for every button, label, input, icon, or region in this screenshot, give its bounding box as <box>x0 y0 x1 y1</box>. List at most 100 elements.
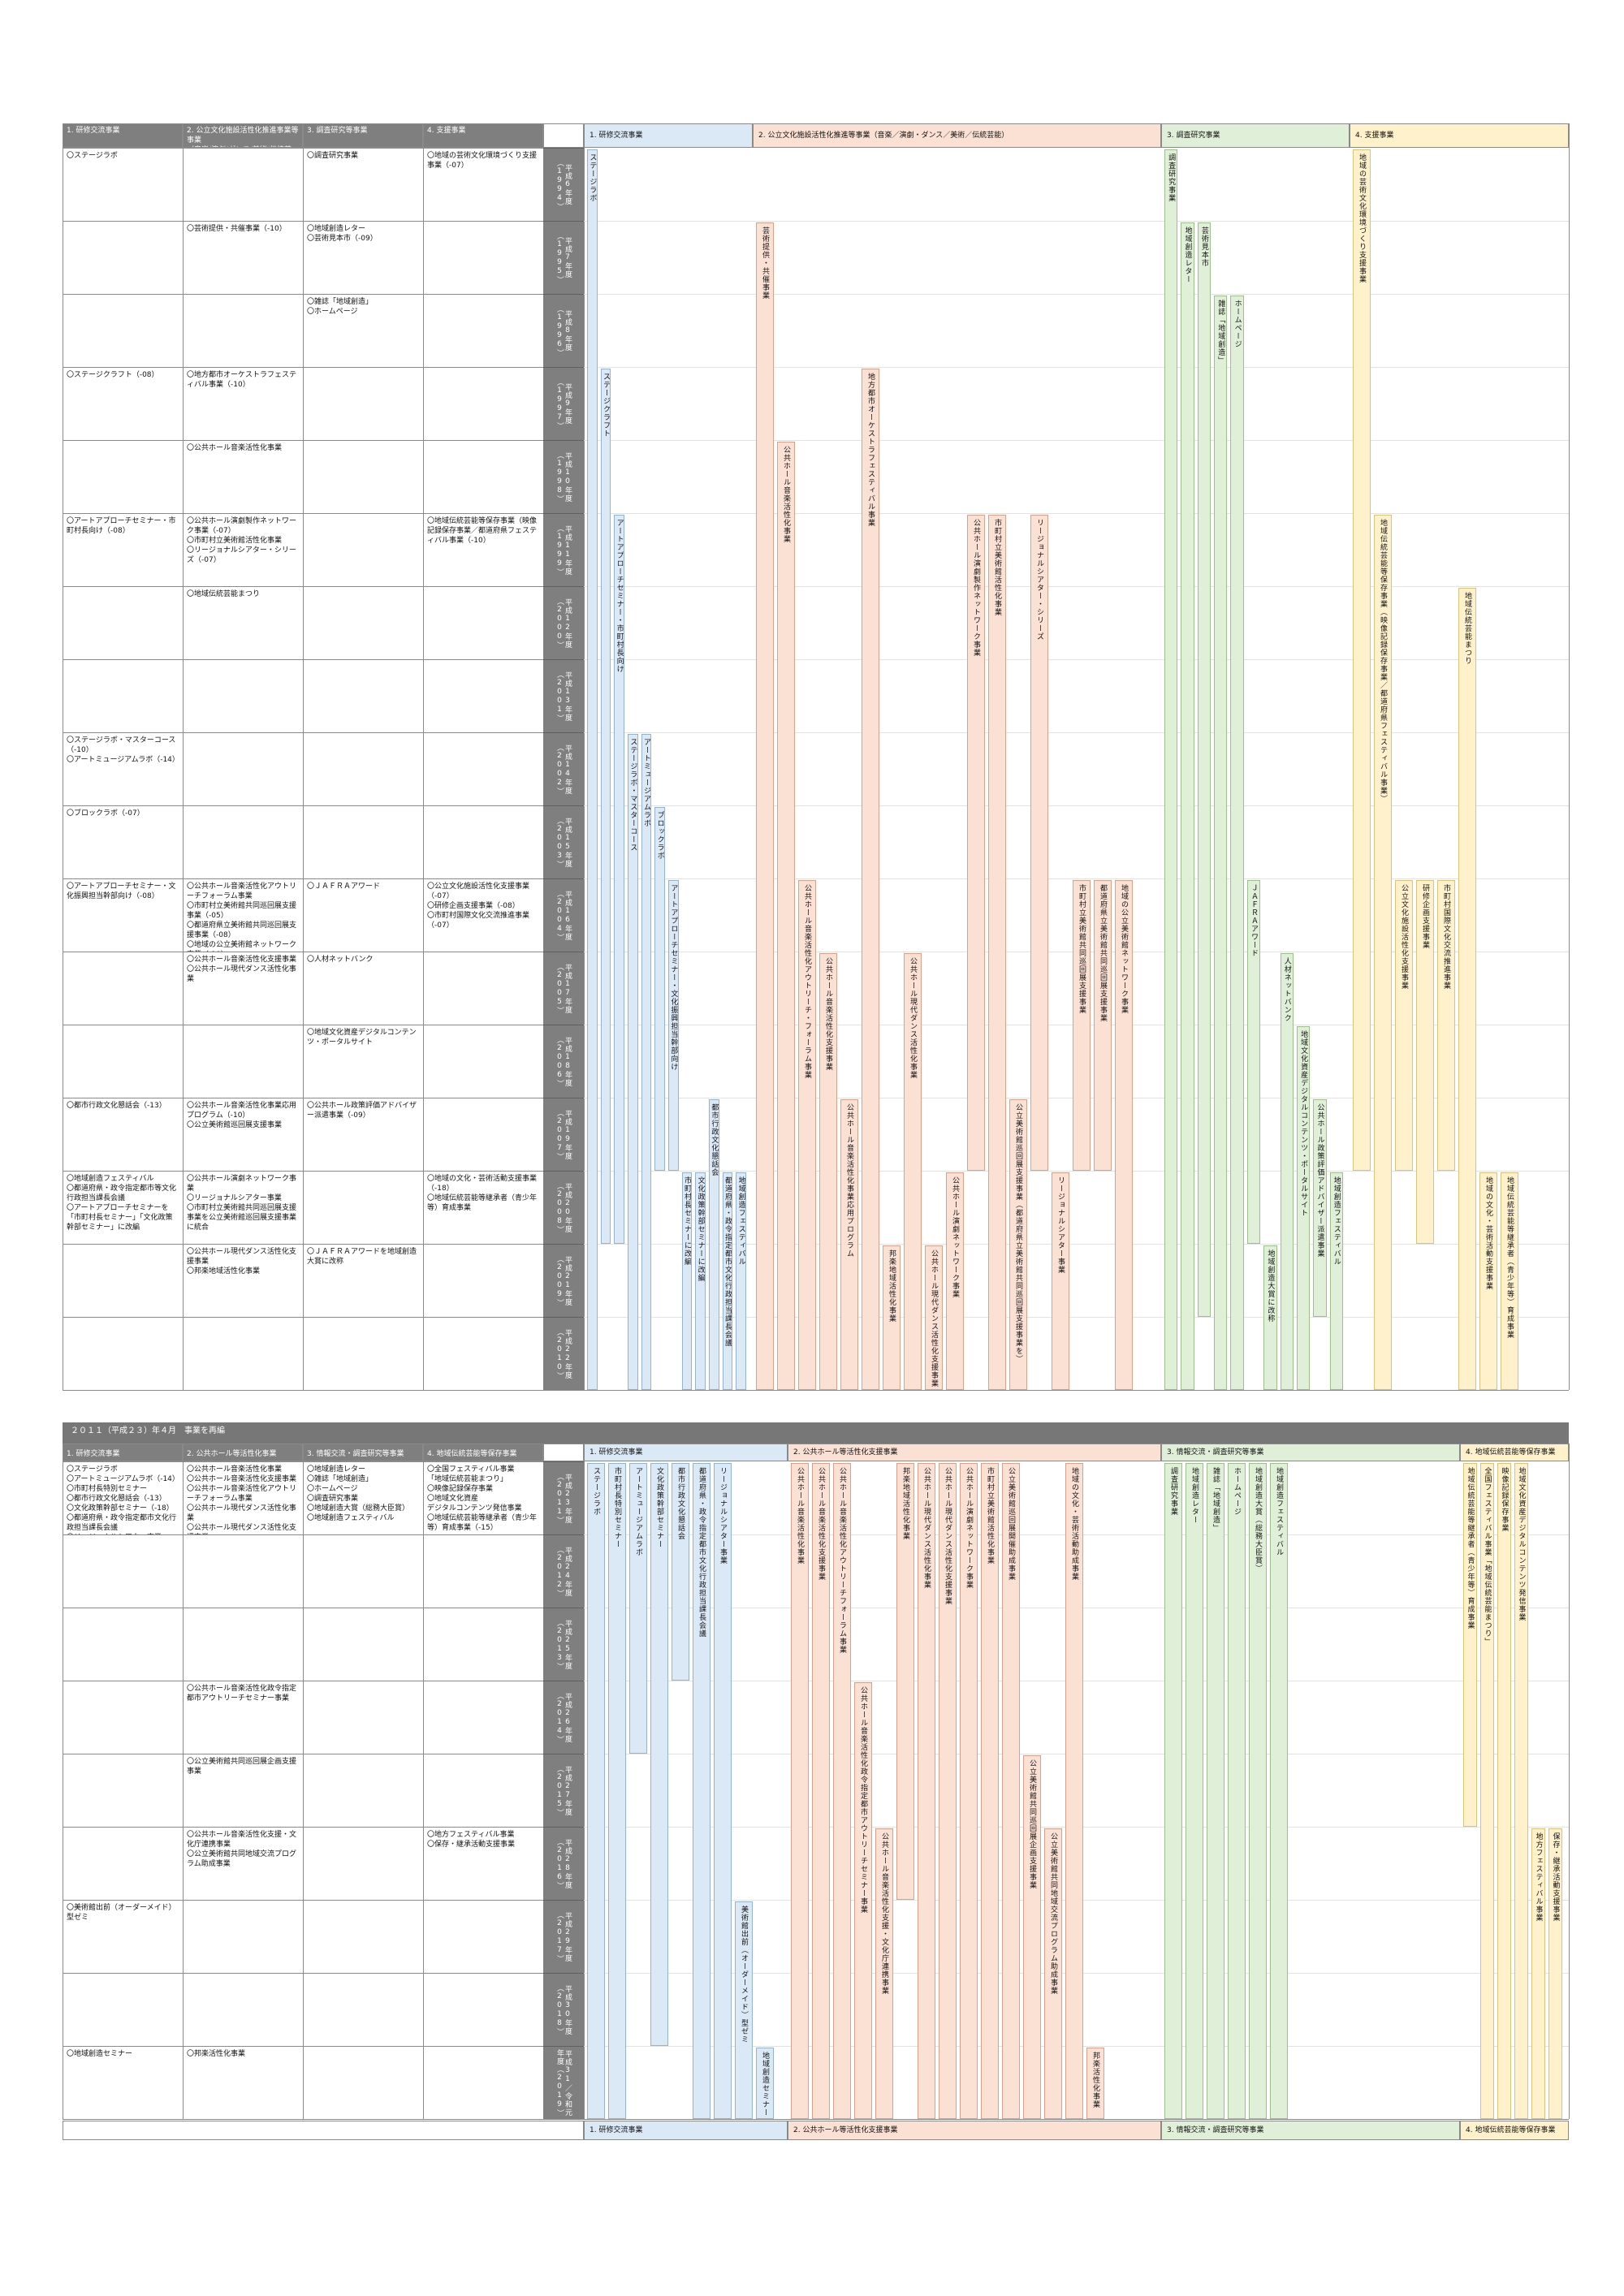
fiscal-year-text: 平成20年度（2008） <box>555 1181 572 1234</box>
program-bar: 公共ホール政策評価アドバイザー派遣事業 <box>1313 1099 1327 1317</box>
row-2-col-4 <box>423 221 543 294</box>
program-bar: 地域伝統芸能まつり <box>1458 588 1476 1390</box>
row-9-col-1: 〇ステージラボ・マスターコース（-10） 〇アートミュージアムラボ（-14） <box>63 732 183 805</box>
program-bar: 地域創造フェスティバル <box>1270 1463 1288 2119</box>
row-11-col-4: 〇公立文化施設活性化支援事業（-07） 〇研修企画支援事業（-08） 〇市町村国… <box>423 878 543 952</box>
row-5-col-1 <box>63 1754 183 1827</box>
row-16-col-4 <box>423 1244 543 1317</box>
fiscal-year-text: 平成27年度（2015） <box>555 1764 572 1817</box>
right-header-1: 1. 研修交流事業 <box>584 1444 788 1461</box>
row-5-col-3 <box>303 1754 423 1827</box>
row-4-col-2: 〇公共ホール音楽活性化政令指定都市アウトリーチセミナー事業 <box>183 1681 303 1754</box>
program-bar-label: 都道府県・政令指定都市文化行政担当課長会議 <box>698 1467 706 1638</box>
right-header-1: 1. 研修交流事業 <box>584 123 753 148</box>
program-bar-label: リージョナルシアター事業 <box>719 1467 727 1564</box>
program-bar-label: 市町村長特別セミナー <box>613 1467 621 1548</box>
fiscal-year-text: 平成22年度（2010） <box>555 1327 572 1380</box>
program-bar-label: ホームページ <box>1233 1467 1241 1516</box>
program-bar-label: ブロックラボ <box>655 811 664 860</box>
row-8-col-4 <box>423 659 543 732</box>
fiscal-year-label: 平成16年度（2004） <box>543 878 584 952</box>
program-bar-label: アートアプローチセミナー・文化振興担当幹部向け <box>669 884 678 1071</box>
row-16-col-2: 〇公共ホール現代ダンス活性化支援事業 〇邦楽地域活性化事業 <box>183 1244 303 1317</box>
program-bar-label: 地域伝統芸能等継承者（青少年等）育成事業 <box>1505 1176 1514 1339</box>
program-bar: ステージラボ・マスターコース <box>628 734 638 1390</box>
fiscal-year-label: 平成12年度（2000） <box>543 586 584 659</box>
row-14-col-4 <box>423 1098 543 1171</box>
row-3-col-1 <box>63 294 183 367</box>
program-bar-label: 都市行政文化懇話会 <box>710 1103 719 1176</box>
program-bar-label: 公共ホール音楽活性化支援事業 <box>824 957 832 1071</box>
fiscal-year-label: 平成17年度（2005） <box>543 952 584 1025</box>
fiscal-year-label: 平成25年度（2013） <box>543 1608 584 1681</box>
fiscal-year-label: 平成26年度（2014） <box>543 1681 584 1754</box>
right-header-3: 3. 調査研究事業 <box>1161 123 1350 148</box>
program-bar-label: 邦楽地域活性化事業 <box>901 1467 909 1540</box>
program-bar-label: 公共ホール音楽活性化支援事業 <box>817 1467 825 1581</box>
program-bar-label: 市町村立美術館活性化事業 <box>993 519 1001 616</box>
fiscal-year-text: 平成25年度（2013） <box>555 1618 572 1671</box>
program-bar-label: 邦楽活性化事業 <box>1091 2052 1099 2108</box>
footer-header-3: 3. 情報交流・調査研究等事業 <box>1161 2121 1460 2140</box>
program-bar: 市町村国際文化交流推進事業 <box>1437 880 1455 1171</box>
fiscal-year-label: 平成30年度（2018） <box>543 1973 584 2046</box>
grid-line <box>584 123 585 1390</box>
row-8-col-3 <box>303 1973 423 2046</box>
program-bar-label: 地域創造セミナー <box>761 2052 769 2117</box>
row-1-col-3: 〇調査研究事業 <box>303 148 423 221</box>
program-bar: 文化政策幹部セミナー <box>650 1463 668 2046</box>
program-bar-label: 地域創造大賞（総務大臣賞） <box>1254 1467 1262 1573</box>
program-bar: 全国フェスティバル事業「地域伝統芸能まつり」 <box>1480 1463 1494 2119</box>
program-bar: 地域創造大賞（総務大臣賞） <box>1249 1463 1267 2119</box>
program-bar: アートアプローチセミナー・市町村長向け <box>614 515 624 1244</box>
footer-header-2: 2. 公共ホール等活性化支援事業 <box>788 2121 1161 2140</box>
row-4-col-1 <box>63 1681 183 1754</box>
program-bar-label: 公共ホール政策評価アドバイザー派遣事業 <box>1315 1103 1324 1258</box>
program-bar: 公共ホール音楽活性化事業応用プログラム <box>840 1099 858 1390</box>
fiscal-year-label: 平成29年度（2017） <box>543 1900 584 1973</box>
program-bar: 地域創造フェスティバル <box>1329 1172 1343 1390</box>
row-9-col-2 <box>183 732 303 805</box>
row-6-col-4: 〇地方フェスティバル事業 〇保存・継承活動支援事業 <box>423 1827 543 1900</box>
row-10-col-2 <box>183 805 303 878</box>
row-13-col-3: 〇地域文化資産デジタルコンテンツ・ポータルサイト <box>303 1025 423 1098</box>
program-bar: 市町村立美術館共同巡回展支援事業 <box>1073 880 1091 1171</box>
row-7-col-1 <box>63 586 183 659</box>
program-bar: 都道府県立美術館共同巡回展支援事業 <box>1094 880 1112 1171</box>
program-bar-label: 公共ホール現代ダンス活性化支援事業 <box>930 1249 938 1388</box>
row-grid-line <box>584 440 1569 441</box>
row-3-col-4 <box>423 294 543 367</box>
program-bar-label: 市町村立美術館活性化事業 <box>986 1467 994 1564</box>
program-bar: 芸術提供・共催事業 <box>756 222 774 1390</box>
row-5-col-2: 〇公立美術館共同巡回展企画支援事業 <box>183 1754 303 1827</box>
fiscal-year-text: 平成14年度（2002） <box>555 743 572 796</box>
grid-line <box>63 1390 1569 1391</box>
program-bar-label: 地域創造レター <box>1183 227 1192 283</box>
row-12-col-3: 〇人材ネットバンク <box>303 952 423 1025</box>
fiscal-year-label: 平成6年度（1994） <box>543 148 584 221</box>
row-2-col-4 <box>423 1534 543 1608</box>
row-12-col-2: 〇公共ホール音楽活性化支援事業 〇公共ホール現代ダンス活性化事業 <box>183 952 303 1025</box>
row-14-col-1: 〇都市行政文化懇話会（-13） <box>63 1098 183 1171</box>
program-bar-label: 市町村長セミナーに改編 <box>682 1176 691 1266</box>
program-bar: 公共ホール音楽活性化事業 <box>777 442 795 1390</box>
program-bar-label: 公共ホール現代ダンス活性化支援事業 <box>944 1467 952 1605</box>
program-bar: 研修企画支援事業 <box>1416 880 1434 1244</box>
year-header-blank <box>543 1444 584 1461</box>
left-header-4: 4. 支援事業 <box>423 123 543 148</box>
program-bar: ブロックラボ <box>654 807 665 1171</box>
program-bar-label: 公立美術館巡回展開催助成事業 <box>1007 1467 1015 1581</box>
row-17-col-3 <box>303 1317 423 1390</box>
program-bar-label: アートミュージアムラボ <box>634 1467 642 1556</box>
program-bar: 地域の芸術文化環境づくり支援事業 <box>1353 149 1371 1171</box>
row-grid-line <box>584 294 1569 295</box>
program-bar-label: 地域創造フェスティバル <box>736 1176 745 1266</box>
fiscal-year-text: 平成18年度（2006） <box>555 1035 572 1088</box>
row-2-col-1 <box>63 221 183 294</box>
program-bar: 文化政策幹部セミナーに改編 <box>695 1172 706 1390</box>
program-bar-label: 地域文化資産デジタルコンテンツ発信事業 <box>1517 1467 1526 1621</box>
row-2-col-2 <box>183 1534 303 1608</box>
fiscal-year-text: 平成8年度（1996） <box>555 304 572 357</box>
row-10-col-3 <box>303 805 423 878</box>
program-bar: 雑誌「地域創造」 <box>1207 1463 1224 2119</box>
